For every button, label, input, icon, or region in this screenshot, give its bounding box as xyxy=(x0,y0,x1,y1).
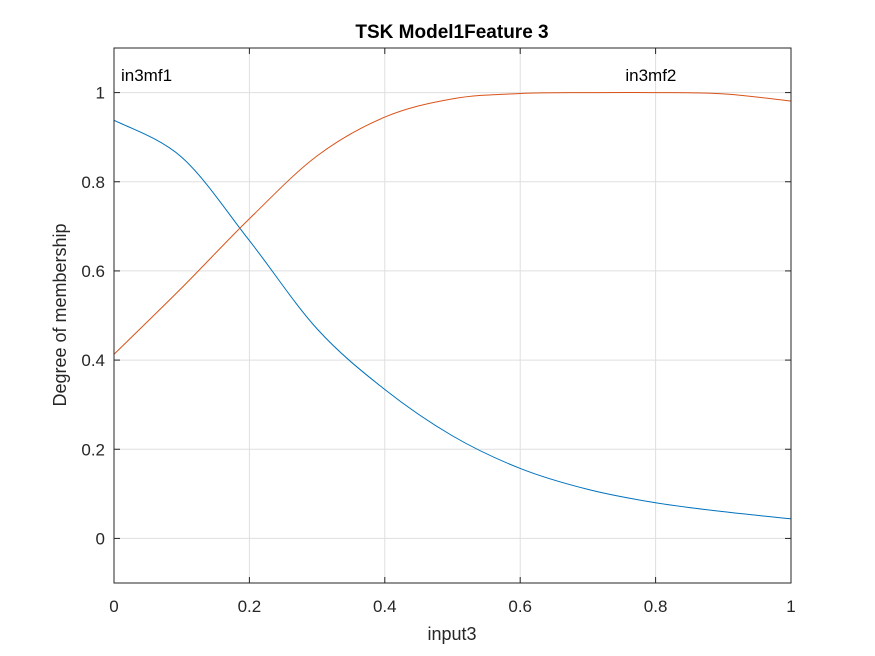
x-axis-label: input3 xyxy=(427,624,476,644)
chart-title: TSK Model1Feature 3 xyxy=(355,22,548,43)
plot-area xyxy=(114,48,791,583)
y-tick-label: 0.8 xyxy=(81,173,105,192)
x-tick-label: 1 xyxy=(786,597,795,616)
x-tick-label: 0.8 xyxy=(644,597,668,616)
series-lines xyxy=(113,91,792,520)
y-tick-label: 0.4 xyxy=(81,351,105,370)
series-line-in3mf2 xyxy=(113,91,792,355)
annotations: in3mf1 in3mf2 xyxy=(121,66,676,85)
annotation-in3mf2: in3mf2 xyxy=(625,66,676,85)
x-tick-label: 0.4 xyxy=(373,597,397,616)
y-tick-label: 0.6 xyxy=(81,262,105,281)
y-tick-label: 0.2 xyxy=(81,440,105,459)
y-tick-label: 1 xyxy=(96,84,105,103)
grid-lines xyxy=(113,48,792,583)
x-tick-label: 0.2 xyxy=(238,597,262,616)
x-tick-label: 0 xyxy=(109,597,118,616)
axis-ticks: 0 0.2 0.4 0.6 0.8 1 0 0.2 0.4 0.6 0.8 1 xyxy=(81,48,796,616)
x-tick-label: 0.6 xyxy=(508,597,532,616)
series-line-in3mf1 xyxy=(113,119,792,520)
y-tick-label: 0 xyxy=(96,529,105,548)
y-axis-label: Degree of membership xyxy=(50,223,70,406)
annotation-in3mf1: in3mf1 xyxy=(121,66,172,85)
axes-box xyxy=(113,47,792,584)
